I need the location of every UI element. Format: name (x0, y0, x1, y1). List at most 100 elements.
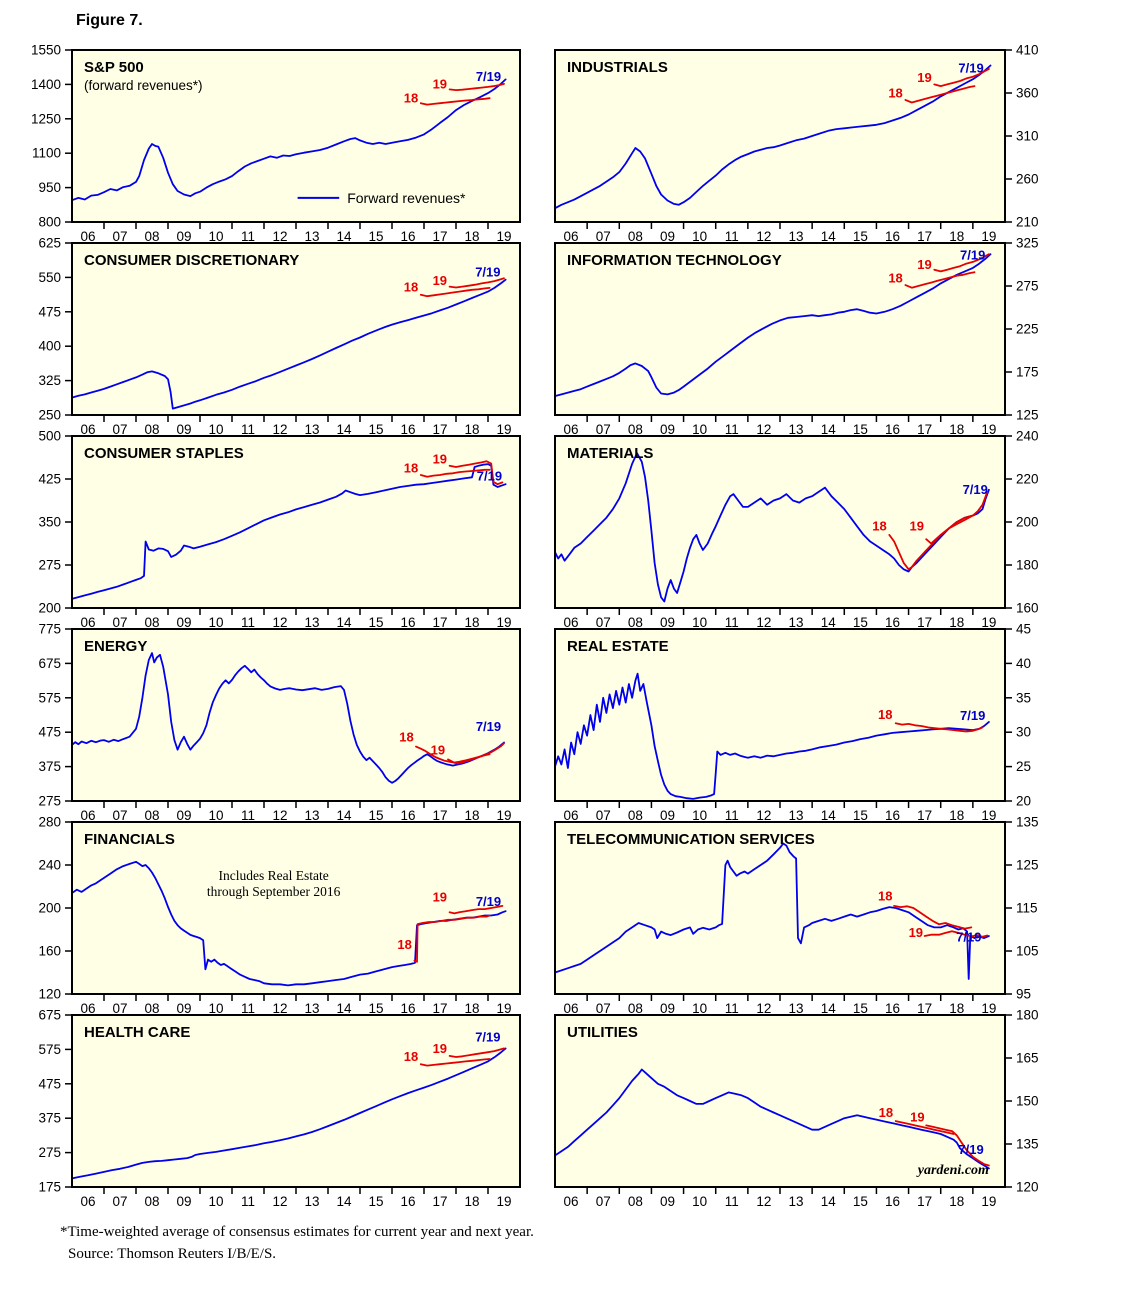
annotation-19: 19 (433, 1041, 447, 1056)
x-tick-label: 06 (564, 1194, 579, 1209)
x-tick-label: 11 (241, 615, 255, 630)
x-tick-label: 16 (400, 1194, 415, 1209)
panel-real-estate: 20 25 30 35 40 45 06 07 08 09 10 11 12 13 14 15 16 17 18 19… (554, 622, 1031, 823)
x-tick-label: 11 (241, 808, 255, 823)
series-group (556, 672, 990, 800)
x-tick-label: 10 (692, 422, 707, 437)
series-consensus_2018 (904, 85, 976, 104)
x-tick-label: 13 (789, 615, 804, 630)
x-tick-label: 06 (564, 615, 579, 630)
x-tick-label: 17 (432, 615, 447, 630)
x-tick-label: 16 (400, 229, 415, 244)
x-tick-label: 19 (981, 615, 996, 630)
x-tick-label: 19 (496, 615, 511, 630)
x-tick-label: 13 (304, 615, 319, 630)
plot-area (71, 435, 521, 609)
x-tick-label: 13 (789, 1194, 804, 1209)
y-tick-label: 240 (38, 858, 61, 873)
x-tick-label: 14 (336, 1194, 352, 1209)
x-tick-label: 15 (853, 229, 868, 244)
x-tick-label: 07 (112, 615, 127, 630)
plot-area (554, 821, 1006, 995)
annotation-7-19: 7/19 (958, 1142, 983, 1157)
x-tick-label: 13 (789, 1001, 804, 1016)
x-axis: 06 07 08 09 10 11 12 13 14 15 16 17 18 19 (564, 801, 996, 823)
x-tick-label: 09 (660, 229, 675, 244)
panel-materials: 160 180 200 220 240 06 07 08 09 10 11 12 13 14 15 16 17 1… (554, 429, 1039, 630)
x-tick-label: 15 (368, 1194, 383, 1209)
x-tick-label: 13 (789, 808, 804, 823)
x-tick-label: 06 (80, 615, 95, 630)
x-tick-label: 12 (272, 1194, 287, 1209)
y-tick-label: 105 (1016, 944, 1039, 959)
x-tick-label: 15 (368, 615, 383, 630)
y-tick-label: 1100 (32, 146, 61, 161)
y-tick-label: 180 (1016, 558, 1039, 573)
y-tick-label: 500 (38, 429, 61, 444)
y-axis-right: 160 180 200 220 240 (1005, 429, 1039, 616)
x-tick-label: 18 (464, 229, 479, 244)
x-tick-label: 13 (304, 1001, 319, 1016)
x-tick-label: 13 (304, 229, 319, 244)
series-consensus_2019 (447, 742, 505, 765)
y-tick-label: 25 (1016, 759, 1031, 774)
y-tick-label: 150 (1016, 1094, 1039, 1109)
x-tick-label: 06 (564, 808, 579, 823)
series-group (73, 652, 505, 784)
source-credit: Source: Thomson Reuters I/B/E/S. (68, 1246, 277, 1262)
x-tick-label: 18 (949, 229, 964, 244)
y-tick-label: 160 (1016, 601, 1039, 616)
series-forward_revenues (73, 463, 507, 600)
x-tick-label: 15 (853, 1194, 868, 1209)
x-tick-label: 18 (464, 422, 479, 437)
x-tick-label: 09 (176, 422, 191, 437)
panel-information-technology: 125 175 225 275 325 06 07 08 09 10 11 12 13 14 15 16 17 1… (554, 236, 1039, 437)
y-tick-label: 310 (1016, 129, 1039, 144)
x-axis: 06 07 08 09 10 11 12 13 14 15 16 17 18 19 (564, 1187, 996, 1209)
x-tick-label: 16 (885, 1001, 900, 1016)
series-consensus_2018 (419, 468, 491, 478)
series-consensus_2018 (888, 514, 974, 571)
series-group (556, 253, 992, 397)
y-tick-label: 135 (1016, 815, 1039, 830)
x-tick-label: 19 (496, 422, 511, 437)
y-axis-left: 275 375 475 575 675 775 (38, 622, 72, 809)
y-tick-label: 325 (38, 373, 61, 388)
x-axis: 06 07 08 09 10 11 12 13 14 15 16 17 18 19 (564, 608, 996, 630)
x-tick-label: 09 (660, 422, 675, 437)
y-tick-label: 175 (38, 1180, 61, 1195)
panel-title: UTILITIES (567, 1024, 638, 1041)
x-tick-label: 06 (80, 422, 95, 437)
x-tick-label: 08 (144, 1001, 159, 1016)
x-tick-label: 07 (112, 1194, 127, 1209)
x-tick-label: 07 (112, 808, 127, 823)
x-tick-label: 15 (368, 808, 383, 823)
y-tick-label: 165 (1016, 1051, 1039, 1066)
x-tick-label: 16 (885, 615, 900, 630)
y-axis-right: 120 135 150 165 180 (1005, 1008, 1039, 1195)
y-tick-label: 475 (38, 725, 61, 740)
series-group (73, 277, 507, 410)
x-tick-label: 10 (692, 808, 707, 823)
x-axis: 06 07 08 09 10 11 12 13 14 15 16 17 18 19 (564, 222, 996, 244)
x-tick-label: 14 (821, 808, 837, 823)
figure-title: Figure 7. (76, 12, 143, 29)
annotation-7-19: 7/19 (477, 469, 502, 484)
y-axis-right: 20 25 30 35 40 45 (1005, 622, 1031, 809)
y-tick-label: 1550 (31, 43, 61, 58)
annotation-18: 18 (404, 461, 418, 476)
series-consensus_2019 (933, 253, 990, 273)
annotation-7-19: 7/19 (963, 482, 988, 497)
series-forward_revenues (556, 253, 992, 397)
y-tick-label: 475 (38, 304, 61, 319)
x-tick-label: 12 (272, 1001, 287, 1016)
y-tick-label: 175 (1016, 365, 1039, 380)
x-tick-label: 09 (176, 808, 191, 823)
y-tick-label: 20 (1016, 794, 1031, 809)
x-tick-label: 10 (208, 422, 223, 437)
x-tick-label: 06 (564, 422, 579, 437)
footnote: *Time-weighted average of consensus esti… (60, 1224, 534, 1240)
x-tick-label: 08 (628, 422, 643, 437)
annotation-18: 18 (888, 271, 902, 286)
